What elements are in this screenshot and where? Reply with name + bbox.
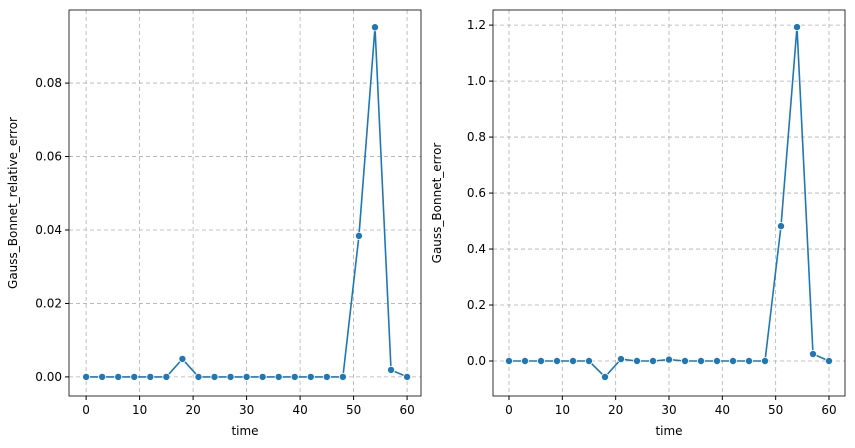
data-point (521, 357, 530, 366)
x-tick-label: 60 (821, 403, 836, 417)
y-tick-label: 0.6 (467, 186, 486, 200)
data-point (403, 372, 412, 381)
data-point (713, 357, 722, 366)
data-point (354, 231, 363, 240)
data-point (809, 350, 818, 359)
x-tick-label: 20 (608, 403, 623, 417)
y-tick-label: 0.04 (35, 223, 62, 237)
data-point (210, 372, 219, 381)
data-point (793, 23, 802, 32)
data-point (617, 355, 626, 364)
x-tick-label: 10 (555, 403, 570, 417)
data-point (274, 372, 283, 381)
data-point (569, 357, 578, 366)
y-tick-label: 0.4 (467, 242, 486, 256)
data-point (387, 365, 396, 374)
y-tick-label: 0.2 (467, 298, 486, 312)
data-point (825, 357, 834, 366)
y-tick-label: 0.00 (35, 370, 62, 384)
axes-frame (68, 9, 422, 397)
y-tick-label: 0.0 (467, 354, 486, 368)
x-tick-label: 30 (661, 403, 676, 417)
data-point (649, 357, 658, 366)
data-point (130, 372, 139, 381)
x-axis-label: time (231, 424, 258, 438)
data-point (504, 357, 513, 366)
data-point (98, 372, 107, 381)
data-point (82, 372, 91, 381)
data-point (665, 355, 674, 364)
data-point (761, 357, 770, 366)
y-tick-label: 0.02 (35, 296, 62, 310)
x-tick-label: 50 (768, 403, 783, 417)
data-point (370, 23, 379, 32)
x-tick-label: 0 (82, 403, 90, 417)
axes-frame (492, 9, 846, 397)
data-point (146, 372, 155, 381)
y-axis-label: Gauss_Bonnet_error (430, 143, 444, 264)
x-tick-label: 0 (505, 403, 513, 417)
x-tick-label: 30 (239, 403, 254, 417)
x-tick-label: 40 (292, 403, 307, 417)
data-point (338, 372, 347, 381)
y-tick-label: 0.08 (35, 76, 62, 90)
data-point (162, 372, 171, 381)
data-point (697, 357, 706, 366)
data-point (745, 357, 754, 366)
data-point (553, 357, 562, 366)
data-point (729, 357, 738, 366)
y-tick-label: 0.8 (467, 130, 486, 144)
y-tick-label: 0.06 (35, 150, 62, 164)
data-point (537, 357, 546, 366)
data-point (633, 357, 642, 366)
data-point (194, 372, 203, 381)
x-axis-label: time (655, 424, 682, 438)
data-point (585, 357, 594, 366)
data-point (242, 372, 251, 381)
data-point (258, 372, 267, 381)
x-tick-label: 60 (399, 403, 414, 417)
data-point (226, 372, 235, 381)
y-tick-label: 1.2 (467, 18, 486, 32)
data-point (322, 372, 331, 381)
data-point (777, 222, 786, 231)
data-point (114, 372, 123, 381)
data-point (681, 357, 690, 366)
data-point (306, 372, 315, 381)
x-tick-label: 50 (346, 403, 361, 417)
data-point (178, 354, 187, 363)
y-tick-label: 1.0 (467, 74, 486, 88)
x-tick-label: 10 (132, 403, 147, 417)
x-tick-label: 40 (715, 403, 730, 417)
data-point (601, 372, 610, 381)
data-point (290, 372, 299, 381)
y-axis-label: Gauss_Bonnet_relative_error (6, 117, 20, 289)
x-tick-label: 20 (185, 403, 200, 417)
